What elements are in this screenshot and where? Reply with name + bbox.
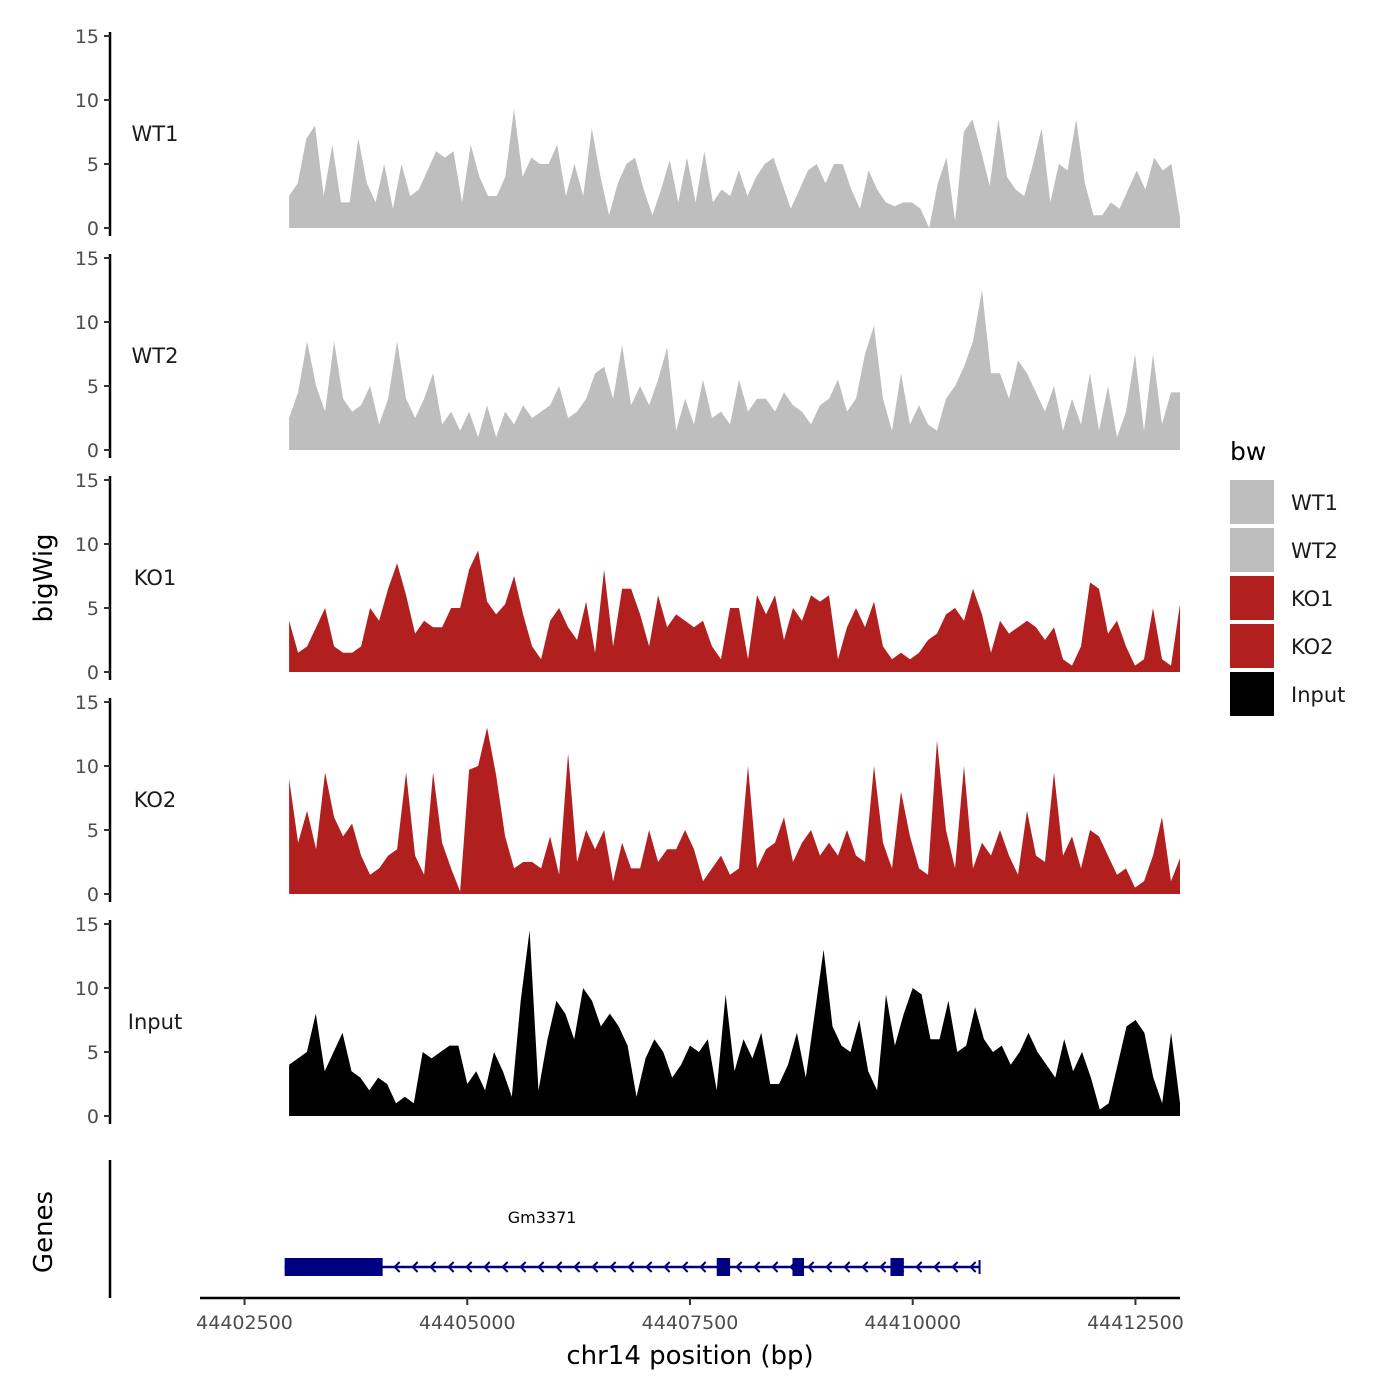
track-label: KO1 bbox=[134, 566, 177, 590]
track-label: Input bbox=[128, 1010, 182, 1034]
strand-arrow bbox=[951, 1261, 959, 1273]
strand-arrow bbox=[627, 1261, 635, 1273]
y-tick-label: 15 bbox=[75, 26, 99, 48]
legend-swatch-ko1 bbox=[1230, 576, 1274, 620]
y-tick-label: 10 bbox=[75, 978, 99, 1000]
strand-arrow bbox=[861, 1261, 869, 1273]
y-tick-label: 10 bbox=[75, 756, 99, 778]
strand-arrow bbox=[645, 1261, 653, 1273]
strand-arrow bbox=[447, 1261, 455, 1273]
legend-label-wt1: WT1 bbox=[1291, 491, 1338, 515]
legend-label-input: Input bbox=[1291, 683, 1345, 707]
strand-arrow bbox=[663, 1261, 671, 1273]
y-tick-label: 10 bbox=[75, 312, 99, 334]
y-tick-label: 0 bbox=[87, 1106, 99, 1128]
exon-2 bbox=[716, 1258, 731, 1276]
strand-arrow bbox=[555, 1261, 563, 1273]
y-tick-label: 10 bbox=[75, 90, 99, 112]
exon-4 bbox=[890, 1258, 904, 1276]
legend-swatch-wt2 bbox=[1230, 528, 1274, 572]
strand-arrow bbox=[411, 1261, 419, 1273]
strand-arrow bbox=[843, 1261, 851, 1273]
strand-arrow bbox=[591, 1261, 599, 1273]
track-ko2: 0 5 10 15 KO2 bbox=[75, 692, 1181, 906]
strand-arrow bbox=[933, 1261, 941, 1273]
strand-arrow bbox=[465, 1261, 473, 1273]
gene-name-label: Gm3371 bbox=[508, 1208, 577, 1227]
track-ko1: 0 5 10 15 KO1 bbox=[75, 470, 1181, 684]
legend-label-wt2: WT2 bbox=[1291, 539, 1338, 563]
strand-arrow bbox=[969, 1261, 977, 1273]
track-label: WT1 bbox=[132, 122, 179, 146]
strand-arrow bbox=[573, 1261, 581, 1273]
strand-arrow bbox=[735, 1261, 743, 1273]
strand-arrow bbox=[771, 1261, 779, 1273]
y-tick-label: 15 bbox=[75, 248, 99, 270]
strand-arrow bbox=[501, 1261, 509, 1273]
coverage-tracks: 0 5 10 15 WT1 0 5 10 15 WT2 0 5 10 15 KO1 0 5 10 15 KO2 0 5 10… bbox=[75, 26, 1181, 1128]
x-axis: 44402500 44405000 44407500 44410000 44412500 bbox=[196, 1296, 1184, 1334]
gene-track: Gm3371 bbox=[108, 1160, 981, 1298]
strand-arrow bbox=[537, 1261, 545, 1273]
x-tick-label: 44405000 bbox=[419, 1312, 516, 1334]
legend-swatch-wt1 bbox=[1230, 480, 1274, 524]
x-axis-title: chr14 position (bp) bbox=[566, 1341, 813, 1371]
track-wt1: 0 5 10 15 WT1 bbox=[75, 26, 1181, 240]
strand-arrow bbox=[681, 1261, 689, 1273]
y-tick-label: 15 bbox=[75, 914, 99, 936]
coverage-area-ko2 bbox=[289, 727, 1181, 894]
y-tick-label: 15 bbox=[75, 470, 99, 492]
strand-arrow bbox=[753, 1261, 761, 1273]
strand-arrow bbox=[393, 1261, 401, 1273]
y-axis-title: bigWig bbox=[29, 533, 59, 622]
y-tick-label: 0 bbox=[87, 218, 99, 240]
track-label: WT2 bbox=[132, 344, 179, 368]
coverage-area-input bbox=[289, 930, 1181, 1116]
gene-axis-title: Genes bbox=[29, 1191, 59, 1273]
coverage-area-wt1 bbox=[289, 109, 1181, 228]
strand-arrow bbox=[807, 1261, 815, 1273]
legend-label-ko2: KO2 bbox=[1291, 635, 1334, 659]
y-tick-label: 15 bbox=[75, 692, 99, 714]
x-tick-label: 44402500 bbox=[196, 1312, 293, 1334]
x-tick-label: 44412500 bbox=[1087, 1312, 1184, 1334]
legend-swatch-ko2 bbox=[1230, 624, 1274, 668]
strand-arrow bbox=[429, 1261, 437, 1273]
exon-3 bbox=[792, 1258, 805, 1276]
strand-arrow bbox=[879, 1261, 887, 1273]
strand-arrow bbox=[825, 1261, 833, 1273]
legend-swatch-input bbox=[1230, 672, 1274, 716]
y-tick-label: 5 bbox=[87, 1042, 99, 1064]
track-input: 0 5 10 15 Input bbox=[75, 914, 1181, 1128]
track-label: KO2 bbox=[134, 788, 177, 812]
y-tick-label: 0 bbox=[87, 440, 99, 462]
strand-arrow bbox=[483, 1261, 491, 1273]
y-tick-label: 10 bbox=[75, 534, 99, 556]
y-tick-label: 5 bbox=[87, 154, 99, 176]
strand-arrow bbox=[609, 1261, 617, 1273]
track-wt2: 0 5 10 15 WT2 bbox=[75, 248, 1181, 462]
legend-title: bw bbox=[1230, 437, 1266, 466]
y-tick-label: 5 bbox=[87, 820, 99, 842]
strand-arrow bbox=[699, 1261, 707, 1273]
strand-arrow bbox=[915, 1261, 923, 1273]
exon-1 bbox=[284, 1258, 383, 1276]
x-tick-label: 44407500 bbox=[642, 1312, 739, 1334]
y-tick-label: 0 bbox=[87, 884, 99, 906]
legend-label-ko1: KO1 bbox=[1291, 587, 1334, 611]
strand-arrow bbox=[519, 1261, 527, 1273]
coverage-area-ko1 bbox=[289, 550, 1181, 672]
legend: bw WT1 WT2 KO1 KO2 Input bbox=[1230, 437, 1345, 716]
y-tick-label: 0 bbox=[87, 662, 99, 684]
y-tick-label: 5 bbox=[87, 376, 99, 398]
y-tick-label: 5 bbox=[87, 598, 99, 620]
coverage-area-wt2 bbox=[289, 290, 1181, 450]
x-tick-label: 44410000 bbox=[864, 1312, 961, 1334]
